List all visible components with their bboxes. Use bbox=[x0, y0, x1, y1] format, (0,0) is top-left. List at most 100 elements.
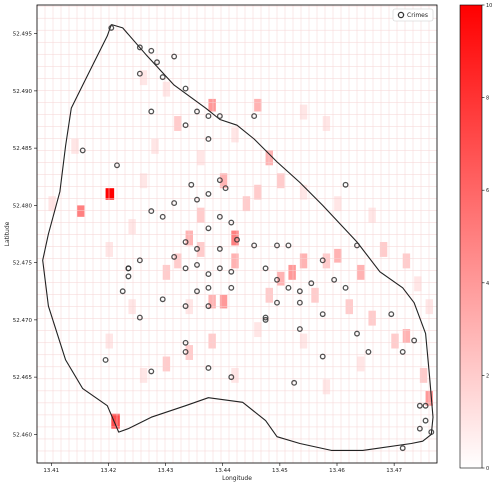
heatmap-cell bbox=[197, 242, 205, 257]
heatmap-cell bbox=[128, 219, 136, 234]
crime-point bbox=[422, 417, 429, 424]
x-tick-label: 13.45 bbox=[272, 468, 288, 474]
crime-point bbox=[205, 225, 212, 232]
crime-point bbox=[119, 288, 126, 295]
heatmap-cell bbox=[139, 173, 148, 189]
heatmap-cell bbox=[185, 345, 193, 360]
heatmap-cell bbox=[322, 116, 331, 131]
y-tick-label: 52.475 bbox=[13, 261, 33, 267]
crime-point bbox=[148, 368, 155, 375]
colorbar-tick-label: 8 bbox=[486, 96, 489, 102]
y-tick-label: 52.495 bbox=[13, 32, 33, 38]
crime-point bbox=[216, 265, 223, 272]
crime-point bbox=[136, 44, 143, 51]
crime-point bbox=[251, 242, 258, 249]
crime-point bbox=[182, 348, 189, 355]
crime-point bbox=[296, 299, 303, 306]
crime-point bbox=[171, 53, 178, 60]
x-tick-label: 13.47 bbox=[386, 468, 402, 474]
crime-point bbox=[228, 268, 235, 275]
crime-point bbox=[262, 316, 269, 323]
colorbar-tick-label: 6 bbox=[486, 188, 489, 194]
crime-point bbox=[125, 265, 132, 272]
crime-point bbox=[159, 213, 166, 220]
heatmap-cell bbox=[139, 70, 148, 86]
crime-point bbox=[274, 299, 280, 306]
crime-point bbox=[108, 24, 115, 31]
heatmap-cell bbox=[311, 287, 319, 303]
heatmap-cell bbox=[368, 310, 376, 326]
crime-point bbox=[182, 339, 189, 346]
colorbar-tick-label: 10 bbox=[486, 3, 492, 9]
crime-point bbox=[159, 296, 166, 303]
heatmap-cell bbox=[265, 150, 273, 166]
crime-point bbox=[331, 276, 338, 283]
crime-point bbox=[399, 348, 406, 355]
crime-point bbox=[428, 429, 435, 436]
crime-point bbox=[342, 181, 349, 188]
crime-point bbox=[182, 265, 189, 272]
colorbar bbox=[459, 4, 483, 469]
heatmap-cell bbox=[105, 333, 113, 349]
crime-point bbox=[416, 425, 423, 432]
heatmap-cell bbox=[231, 253, 239, 269]
heatmap-cell bbox=[185, 230, 193, 246]
x-axis-label: Longitude bbox=[222, 475, 252, 482]
crime-point bbox=[308, 280, 315, 287]
crime-point bbox=[148, 208, 155, 215]
crime-point bbox=[411, 337, 418, 344]
crime-point bbox=[102, 357, 109, 363]
heatmap-cell bbox=[105, 242, 113, 257]
crime-point bbox=[171, 253, 178, 260]
crime-point bbox=[216, 213, 223, 220]
heatmap-cell bbox=[277, 173, 285, 189]
legend-box bbox=[392, 8, 434, 22]
crime-point bbox=[171, 200, 178, 207]
axes-layer: 13.41 13.42 13.43 13.44 13.45 13.46 13.47 52.46… bbox=[13, 32, 403, 474]
heatmap-cell bbox=[219, 173, 228, 189]
colorbar-tick-label: 0 bbox=[486, 466, 489, 472]
heatmap-cell bbox=[254, 322, 262, 338]
crime-point bbox=[205, 303, 212, 310]
heatmap-cell bbox=[322, 379, 331, 395]
x-tick-label: 13.44 bbox=[215, 468, 231, 474]
heatmap-cell bbox=[219, 294, 228, 309]
crime-point bbox=[136, 314, 143, 321]
heatmap-cell bbox=[299, 104, 308, 120]
crime-point bbox=[136, 257, 143, 264]
heatmap-cell bbox=[277, 271, 285, 286]
heatmap-cell bbox=[322, 253, 331, 269]
crime-point bbox=[234, 236, 240, 243]
heatmap-cell bbox=[208, 333, 216, 349]
heatmap-cell bbox=[139, 367, 148, 383]
crime-point bbox=[222, 185, 229, 192]
crime-point bbox=[365, 348, 372, 355]
heatmap-cell bbox=[208, 98, 216, 112]
crime-point bbox=[319, 257, 326, 264]
heatmap-cell bbox=[111, 413, 120, 429]
y-axis-label: Latitude bbox=[4, 221, 11, 246]
legend: Crimes bbox=[392, 8, 434, 22]
crime-point bbox=[188, 181, 195, 188]
crime-point bbox=[228, 219, 235, 226]
crime-point bbox=[228, 284, 235, 291]
crime-point bbox=[114, 162, 120, 169]
points-layer bbox=[79, 24, 435, 452]
crime-point bbox=[296, 326, 303, 332]
heatmap-cell bbox=[334, 196, 342, 212]
x-tick-label: 13.43 bbox=[158, 468, 174, 474]
crime-point bbox=[205, 190, 212, 197]
crime-point bbox=[319, 311, 326, 318]
crime-point bbox=[79, 147, 86, 154]
crime-point bbox=[216, 113, 223, 120]
crime-point bbox=[205, 284, 212, 291]
crime-point bbox=[399, 445, 406, 452]
heatmap-cell bbox=[162, 264, 171, 280]
x-tick-label: 13.41 bbox=[43, 468, 59, 474]
heatmap-cell bbox=[288, 264, 296, 280]
heatmap-cell bbox=[414, 276, 422, 292]
heatmap-cell bbox=[379, 242, 388, 257]
y-tick-label: 52.485 bbox=[13, 146, 33, 152]
crime-point bbox=[182, 122, 189, 129]
